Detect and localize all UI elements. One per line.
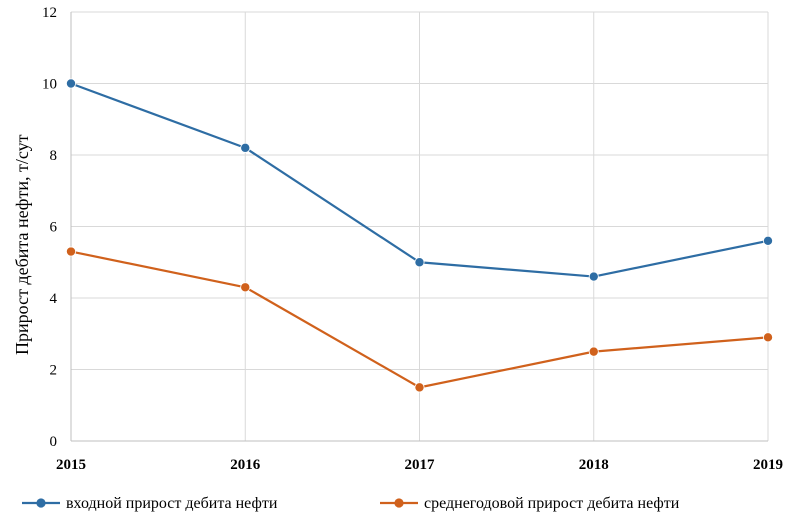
series-2-point [588,346,599,357]
y-tick-label: 0 [50,434,58,450]
y-tick-label: 2 [50,363,58,379]
x-tick-label: 2018 [579,457,609,473]
series-2-point [66,246,77,257]
series-1-point [240,142,251,153]
series-1-point [414,257,425,268]
x-tick-label: 2016 [230,457,261,473]
x-tick-label: 2015 [56,457,86,473]
x-tick-label: 2019 [753,457,783,473]
legend-marker-1 [36,498,46,508]
series-1-point [588,271,599,282]
legend-label-1: входной прирост дебита нефти [66,495,278,512]
y-tick-labels: 0 2 4 6 8 10 12 [42,5,58,450]
y-tick-label: 12 [42,5,57,21]
legend-label-2: среднегодовой прирост дебита нефти [424,495,680,512]
y-tick-label: 6 [50,220,58,236]
series-group [66,78,774,393]
y-tick-label: 10 [42,77,57,93]
y-tick-label: 8 [50,148,58,164]
series-1-point [763,235,774,246]
legend: входной прирост дебита нефти среднегодово… [22,495,680,512]
series-2-point [414,382,425,393]
x-tick-label: 2017 [405,457,436,473]
series-2-point [240,282,251,293]
grid [70,11,769,442]
legend-marker-2 [394,498,404,508]
series-2-point [763,332,774,343]
series-1-point [66,78,77,89]
y-axis-label: Прирост дебита нефти, т/сут [12,134,32,355]
y-tick-label: 4 [50,291,58,307]
x-tick-labels: 2015 2016 2017 2018 2019 [56,457,783,473]
